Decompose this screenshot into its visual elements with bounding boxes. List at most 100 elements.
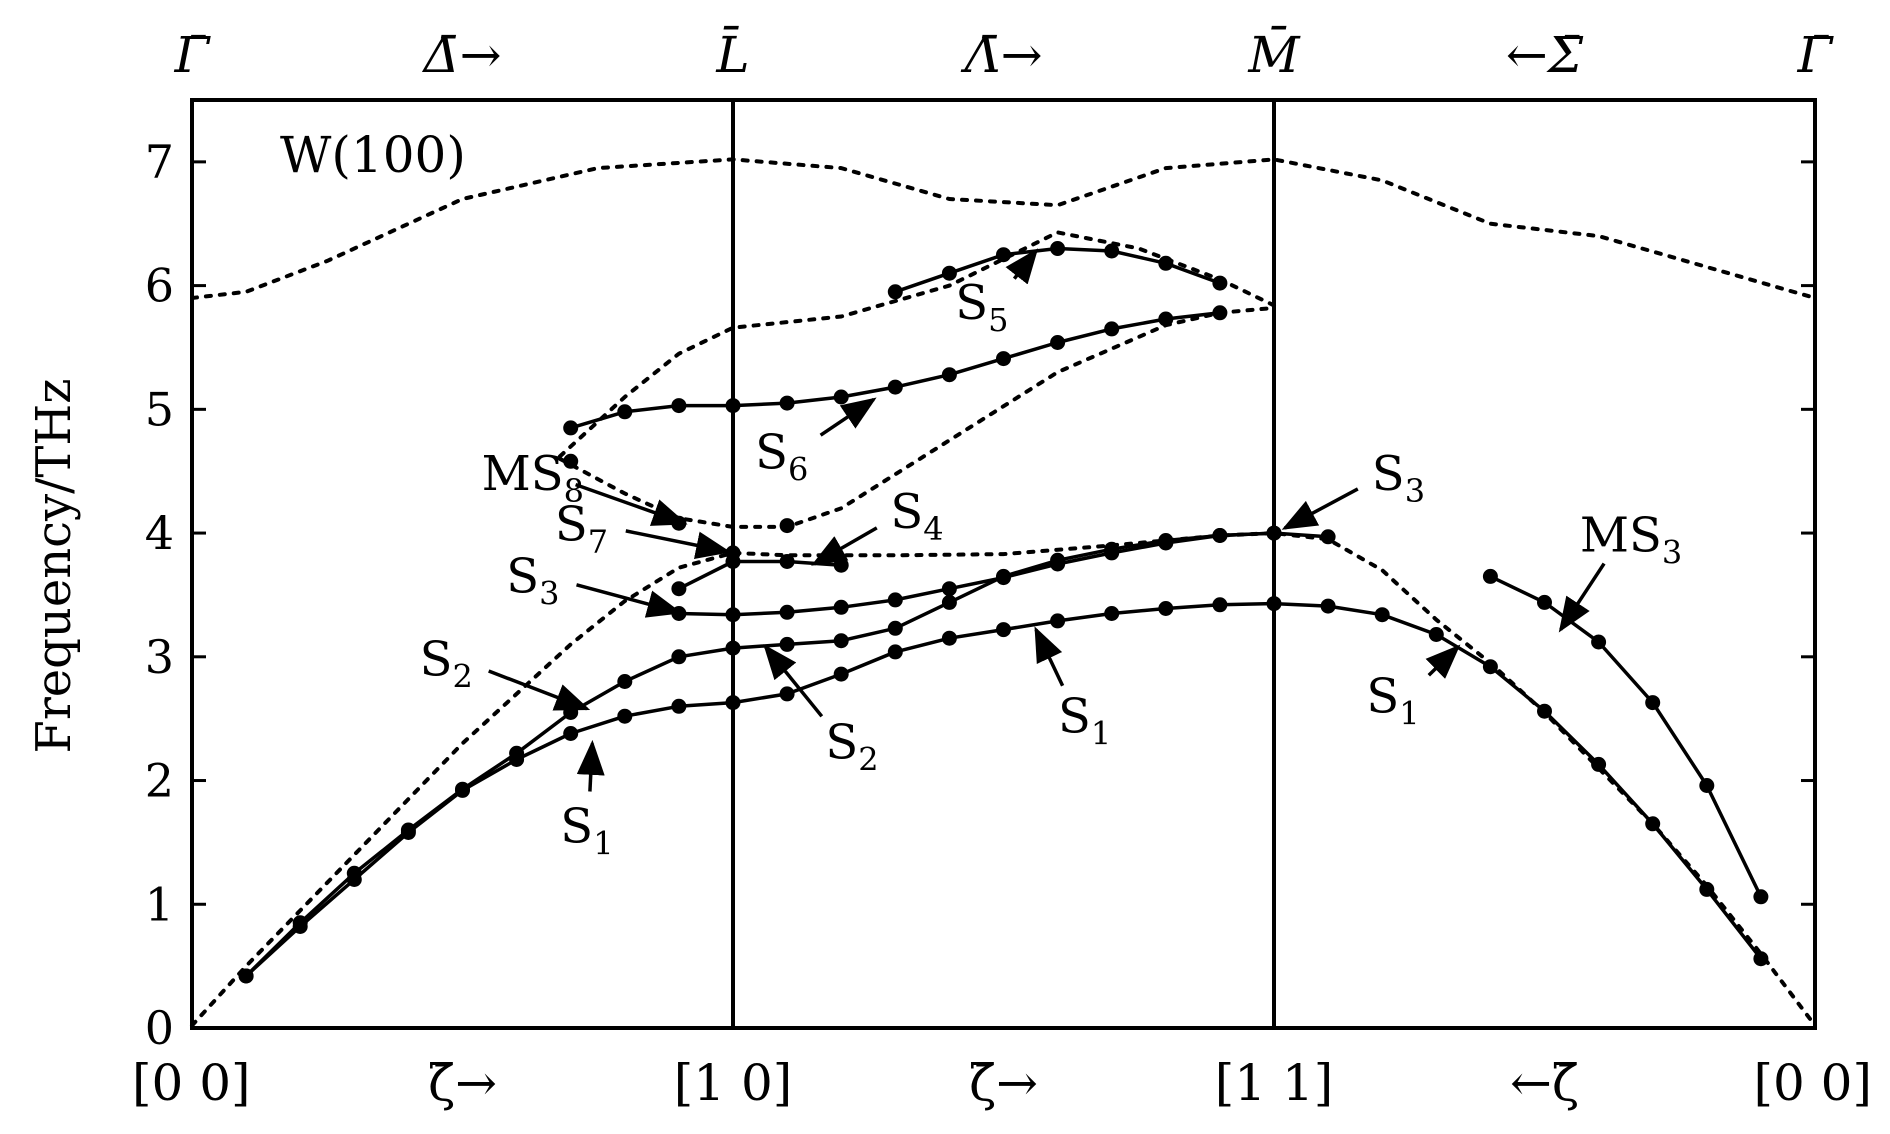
data-point-s1-18 bbox=[1158, 601, 1174, 616]
data-point-s1-9 bbox=[671, 698, 687, 714]
data-point-s1-19 bbox=[1212, 597, 1228, 613]
data-point-s6-3 bbox=[671, 398, 687, 414]
annotation-arrow-10 bbox=[1034, 626, 1065, 687]
y-axis-label: Frequency/THz bbox=[26, 379, 82, 754]
annotation-arrow-13 bbox=[1558, 562, 1606, 633]
data-point-s3-4 bbox=[833, 599, 849, 615]
series-line-7 bbox=[1489, 574, 1763, 898]
plot-border bbox=[190, 98, 1817, 1030]
data-point-s2-1 bbox=[238, 968, 254, 984]
annotation-arrow-6 bbox=[763, 644, 824, 718]
annotation-arrow-4 bbox=[625, 529, 732, 560]
data-point-s1-15 bbox=[996, 622, 1011, 638]
annotation-arrow-11 bbox=[1281, 487, 1359, 530]
data-point-s5-4 bbox=[1050, 241, 1066, 256]
annotation-label-7: S4 bbox=[890, 484, 943, 548]
data-point-s1-28 bbox=[1699, 881, 1715, 897]
data-point-s2-11 bbox=[779, 636, 795, 652]
bulk-edge-4 bbox=[190, 531, 1817, 1028]
data-point-s6-12 bbox=[1158, 311, 1174, 327]
data-point-s1-23 bbox=[1428, 627, 1444, 642]
annotation-label-5: MS8 bbox=[482, 446, 584, 510]
annotation-label-10: S1 bbox=[1058, 688, 1111, 752]
data-point-s3-7 bbox=[996, 570, 1011, 586]
x-bottom-label-5: [1 1] bbox=[1215, 1054, 1334, 1112]
data-point-s6-7 bbox=[887, 379, 903, 395]
data-point-s1-13 bbox=[887, 644, 903, 660]
data-point-s6-9 bbox=[996, 351, 1011, 367]
annotation-arrow-12 bbox=[1425, 644, 1461, 679]
data-point-s2-8 bbox=[617, 674, 633, 689]
data-point-s2-13 bbox=[887, 620, 903, 636]
data-point-s7-3 bbox=[1591, 634, 1607, 650]
data-point-s3-5 bbox=[887, 592, 903, 608]
data-point-s6-6 bbox=[833, 389, 849, 405]
y-tick-label-4: 3 bbox=[145, 630, 174, 684]
series-line-3 bbox=[678, 531, 1275, 617]
annotation-arrow-7 bbox=[811, 526, 878, 566]
data-point-s1-7 bbox=[563, 726, 579, 741]
data-point-s4-3 bbox=[779, 554, 795, 569]
data-point-s6-10 bbox=[1050, 335, 1066, 350]
x-bottom-label-4: ζ̄→ bbox=[969, 1054, 1038, 1112]
data-point-s2-4 bbox=[400, 822, 416, 838]
data-point-s1-14 bbox=[941, 630, 957, 646]
data-point-s6-13 bbox=[1212, 305, 1228, 321]
x-bottom-label-2: ζ̄→ bbox=[428, 1054, 497, 1112]
annotation-label-6: S2 bbox=[825, 714, 878, 778]
annotation-arrow-8 bbox=[819, 397, 877, 437]
data-point-s7-1 bbox=[1482, 568, 1498, 584]
x-top-label-4: Λ̄→ bbox=[960, 26, 1042, 84]
tick-labels: 0 1 2 3 4 5 6 7 [0 0] ζ̄→ [1 0] ζ̄→ [1 1] ←ζ̄ [0 0] Γ̄ Δ… bbox=[132, 25, 1872, 1112]
series-line-4 bbox=[678, 559, 842, 591]
data-point-s1-8 bbox=[617, 708, 633, 724]
x-top-label-6: ←Σ̄ bbox=[1506, 26, 1584, 84]
x-top-label-2: Δ̄→ bbox=[421, 26, 501, 84]
data-point-s6-1 bbox=[563, 420, 579, 436]
data-point-s1-29 bbox=[1753, 951, 1769, 967]
data-point-s3-11 bbox=[1212, 528, 1228, 543]
x-bottom-label-3: [1 0] bbox=[674, 1054, 793, 1112]
annotation-label-9: S5 bbox=[955, 275, 1008, 339]
data-point-s3-3 bbox=[779, 604, 795, 620]
data-point-s5-3 bbox=[996, 247, 1011, 263]
annotation-label-4: S7 bbox=[555, 496, 608, 560]
data-points bbox=[238, 241, 1769, 984]
chart-title: W(100) bbox=[280, 126, 466, 184]
data-point-s1-11 bbox=[779, 686, 795, 702]
bulk-band-edges bbox=[190, 157, 1817, 1028]
y-tick-label-7: 6 bbox=[145, 259, 174, 313]
data-point-s6-8 bbox=[941, 367, 957, 383]
isolated-point-1 bbox=[563, 453, 579, 469]
data-point-s6-2 bbox=[617, 404, 633, 420]
data-point-s7-6 bbox=[1753, 889, 1769, 905]
annotation-label-12: S1 bbox=[1366, 668, 1419, 732]
bulk-edge-2 bbox=[557, 230, 1276, 459]
data-point-s1-24 bbox=[1482, 659, 1498, 675]
data-point-s1-16 bbox=[1050, 613, 1066, 629]
data-point-s5-5 bbox=[1104, 243, 1120, 259]
bulk-edge-1 bbox=[190, 157, 1817, 300]
annotation-label-1: S1 bbox=[560, 798, 613, 862]
data-point-s2-6 bbox=[509, 745, 525, 761]
x-top-label-7: Γ̄ bbox=[1797, 26, 1835, 84]
data-point-s3-10 bbox=[1158, 535, 1174, 551]
y-tick-label-2: 1 bbox=[145, 877, 174, 931]
annotation-label-13: MS3 bbox=[1580, 508, 1682, 572]
series-line-2 bbox=[244, 531, 1329, 978]
annotation-arrow-2 bbox=[488, 669, 591, 711]
data-point-s1-21 bbox=[1320, 598, 1336, 614]
data-point-s1-25 bbox=[1537, 703, 1552, 719]
series-line-1 bbox=[244, 601, 1763, 978]
data-point-s4-4 bbox=[833, 557, 849, 573]
data-point-s3-6 bbox=[941, 581, 957, 597]
data-point-s7-2 bbox=[1537, 594, 1552, 610]
data-point-s3-9 bbox=[1104, 545, 1120, 561]
x-bottom-label-1: [0 0] bbox=[132, 1054, 251, 1112]
x-bottom-label-6: ←ζ̄ bbox=[1510, 1054, 1579, 1112]
y-tick-label-6: 5 bbox=[145, 382, 174, 436]
x-bottom-label-7: [0 0] bbox=[1753, 1054, 1872, 1112]
data-point-s2-3 bbox=[346, 865, 362, 881]
